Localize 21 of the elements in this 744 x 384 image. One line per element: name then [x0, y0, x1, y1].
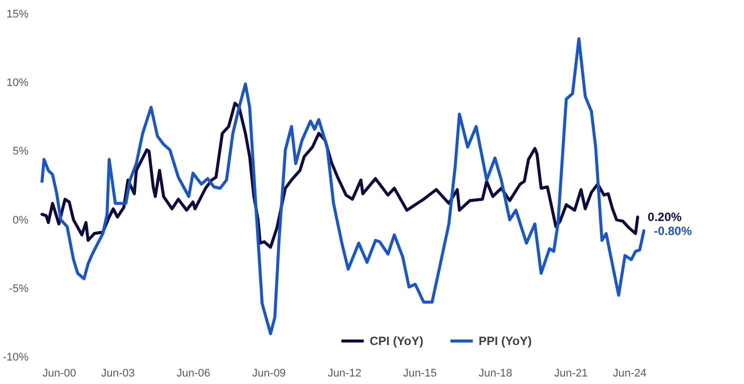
x-tick-label: Jun-15	[403, 368, 437, 380]
legend-label: PPI (YoY)	[478, 334, 532, 348]
x-tick-label: Jun-03	[101, 368, 135, 380]
y-tick-label: 0%	[12, 214, 29, 226]
x-tick-label: Jun-00	[42, 368, 76, 380]
y-tick-label: 5%	[12, 146, 29, 158]
y-tick-label: -5%	[8, 282, 29, 295]
y-tick-label: 15%	[6, 8, 29, 20]
annotation: -0.80%	[654, 224, 692, 238]
legend-label: CPI (YoY)	[370, 334, 424, 348]
annotation: 0.20%	[648, 210, 682, 224]
y-tick-label: 10%	[6, 77, 29, 90]
y-tick-label: -10%	[2, 352, 29, 364]
x-tick-label: Jun-06	[176, 368, 210, 380]
x-tick-label: Jun-09	[252, 368, 286, 380]
line-series	[40, 37, 646, 336]
x-tick-label: Jun-12	[328, 368, 362, 380]
x-tick-label: Jun-18	[478, 368, 512, 380]
x-tick-label: Jun-21	[554, 368, 588, 380]
line-series	[40, 102, 640, 249]
x-tick-label: Jun-24	[612, 368, 646, 380]
